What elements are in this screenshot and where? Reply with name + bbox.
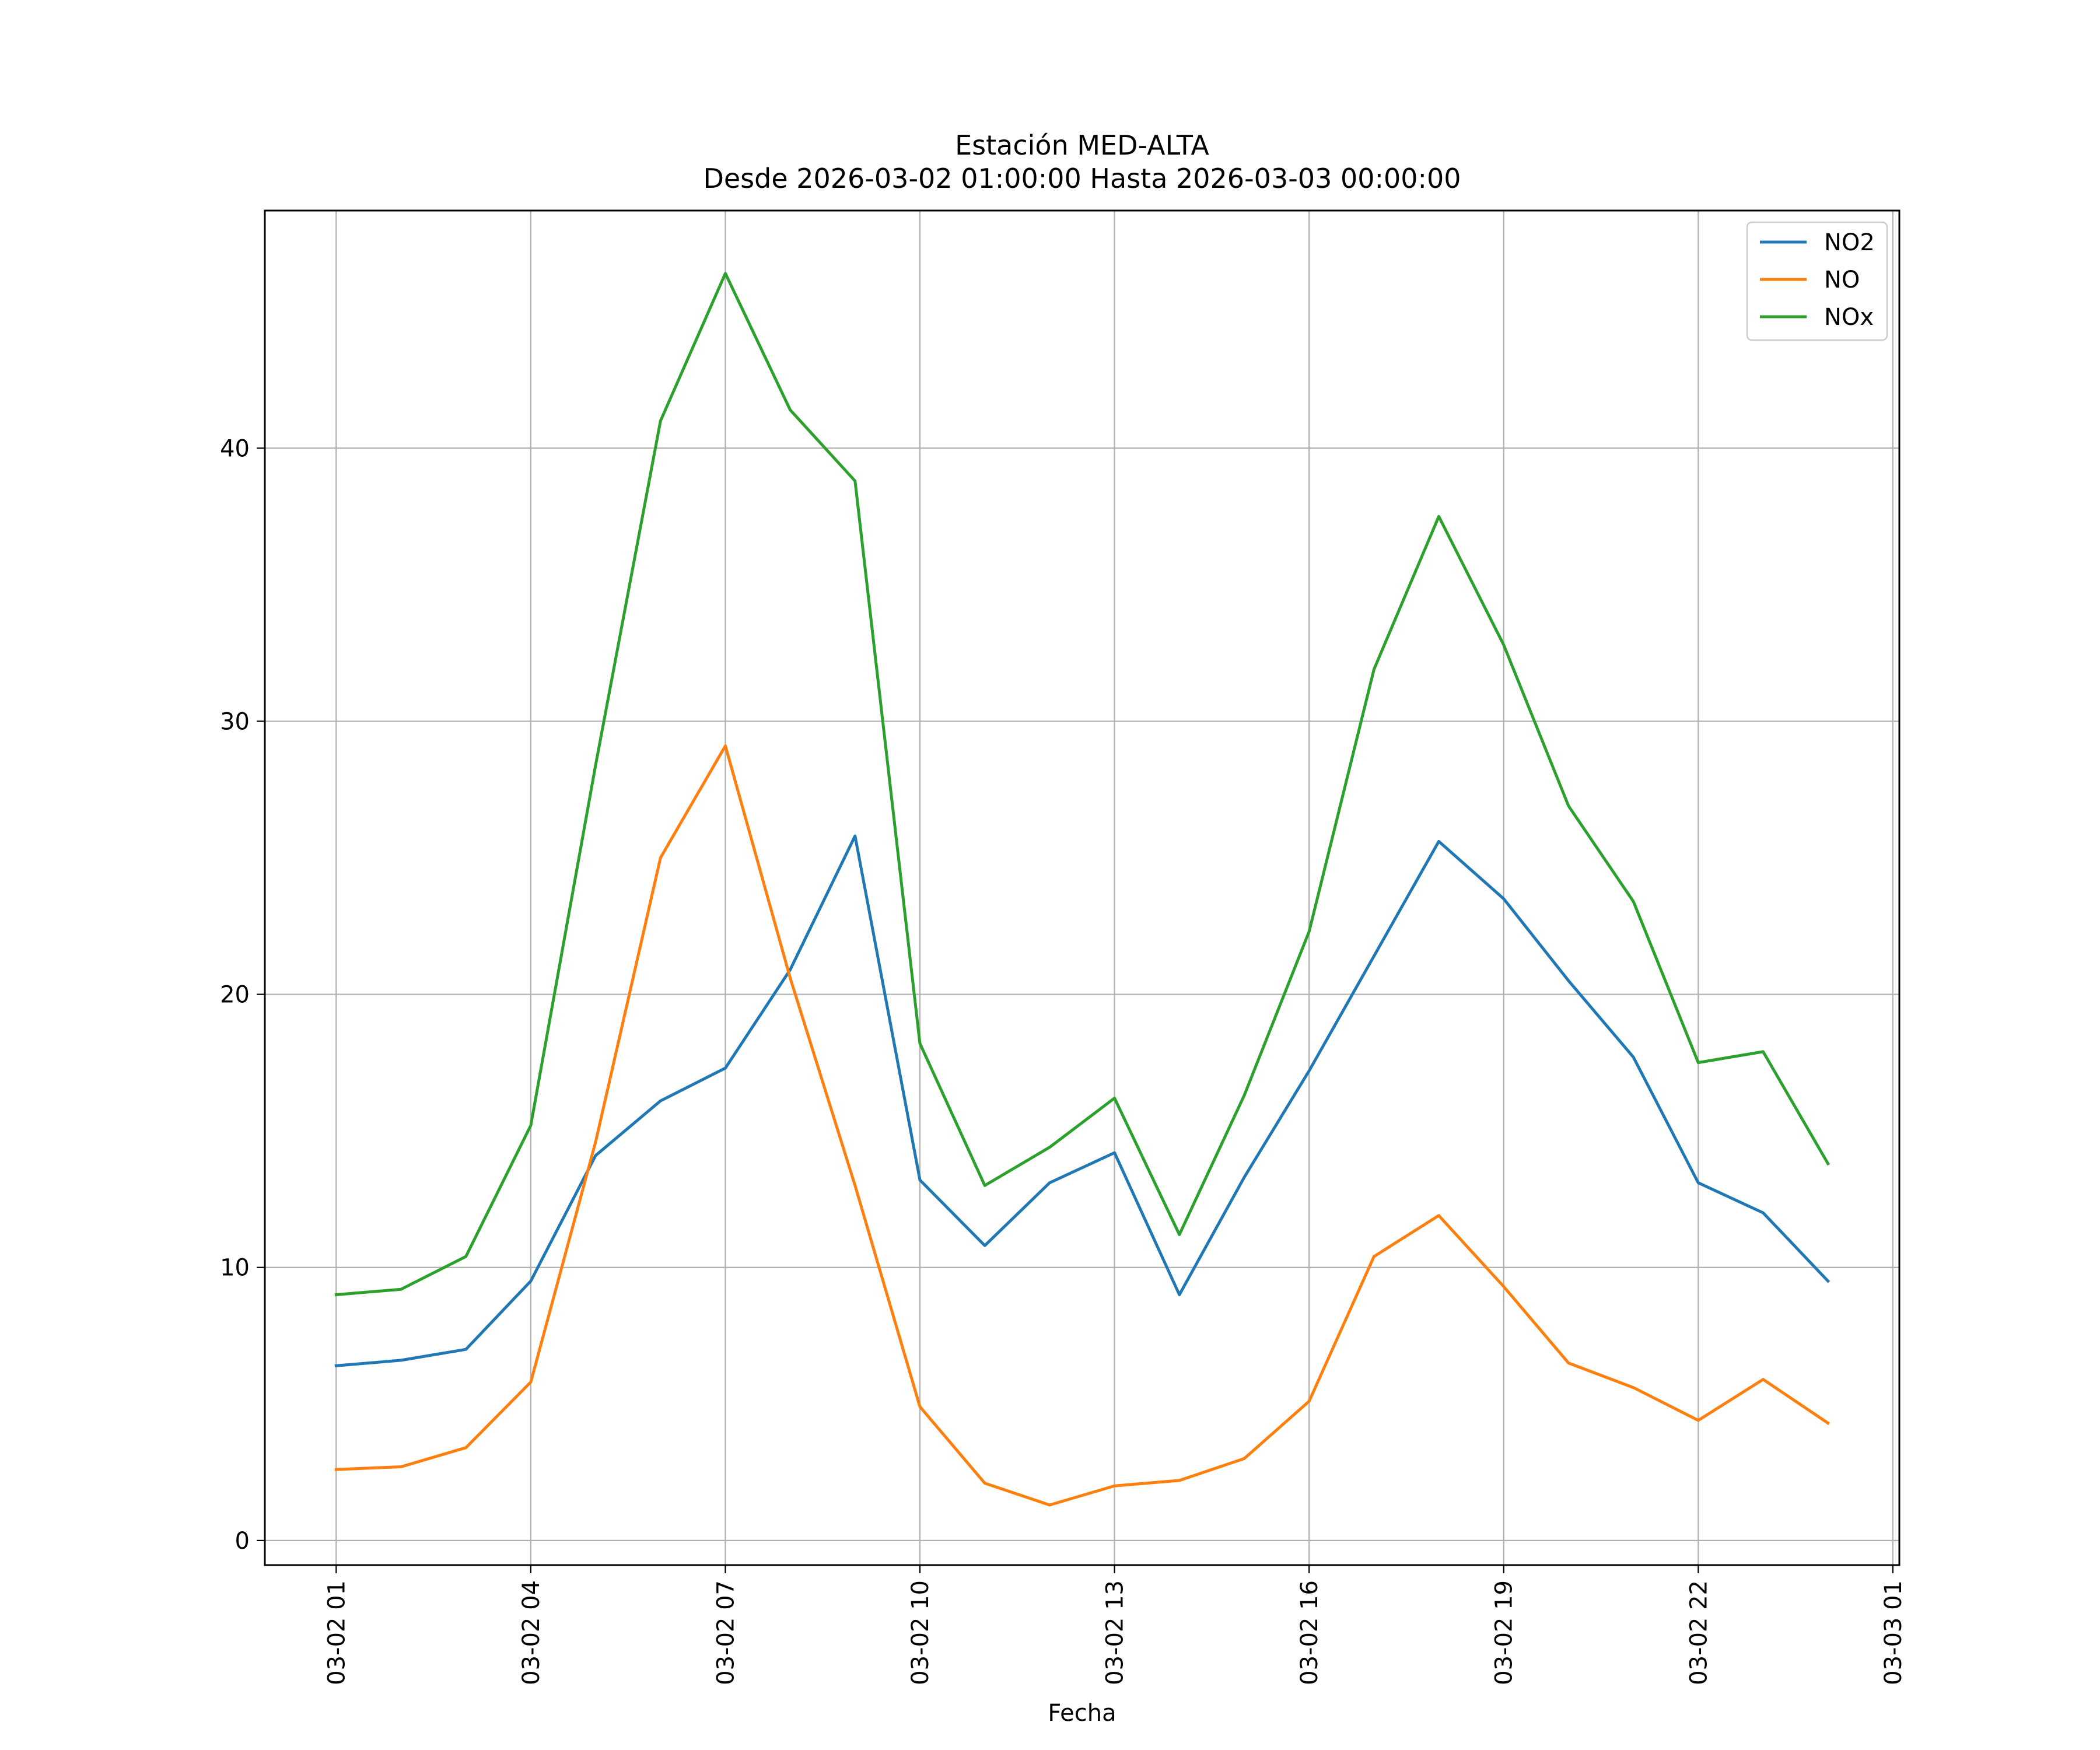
series-line-nox xyxy=(334,272,1831,1297)
x-tick-label: 03-02 16 xyxy=(1296,1580,1323,1685)
grid xyxy=(265,211,1899,1565)
legend-box xyxy=(1746,221,1888,341)
plot-frame xyxy=(264,209,1901,1566)
y-tick-label: 0 xyxy=(235,1528,250,1555)
chart-title: Estación MED-ALTA xyxy=(955,130,1209,161)
legend-label-no: NO xyxy=(1824,267,1860,293)
x-tick-label: 03-02 07 xyxy=(712,1580,739,1685)
legend-label-no2: NO2 xyxy=(1824,229,1875,256)
legend-label-nox: NOx xyxy=(1824,304,1874,331)
x-tick-label: 03-02 13 xyxy=(1102,1580,1129,1685)
axis-ticks: 03-02 01 03-02 04 03-02 07 03-02 10 03-02 13… xyxy=(220,435,1907,1685)
legend: NO2 NO NOx xyxy=(1746,221,1888,341)
x-tick-label: 03-02 01 xyxy=(323,1580,350,1685)
x-tick-label: 03-02 22 xyxy=(1685,1580,1712,1685)
series-lines xyxy=(334,272,1831,1507)
x-tick-label: 03-03 01 xyxy=(1880,1580,1907,1685)
y-tick-label: 10 xyxy=(220,1255,250,1282)
x-tick-label: 03-02 10 xyxy=(907,1580,934,1685)
x-axis-label: Fecha xyxy=(1048,1700,1116,1727)
y-tick-label: 20 xyxy=(220,982,250,1009)
x-tick-label: 03-02 19 xyxy=(1491,1580,1518,1685)
x-tick-label: 03-02 04 xyxy=(518,1580,545,1685)
y-tick-label: 40 xyxy=(220,435,250,462)
y-tick-label: 30 xyxy=(220,708,250,735)
series-line-no xyxy=(334,744,1831,1507)
chart-subtitle: Desde 2026-03-02 01:00:00 Hasta 2026-03-… xyxy=(703,163,1461,194)
